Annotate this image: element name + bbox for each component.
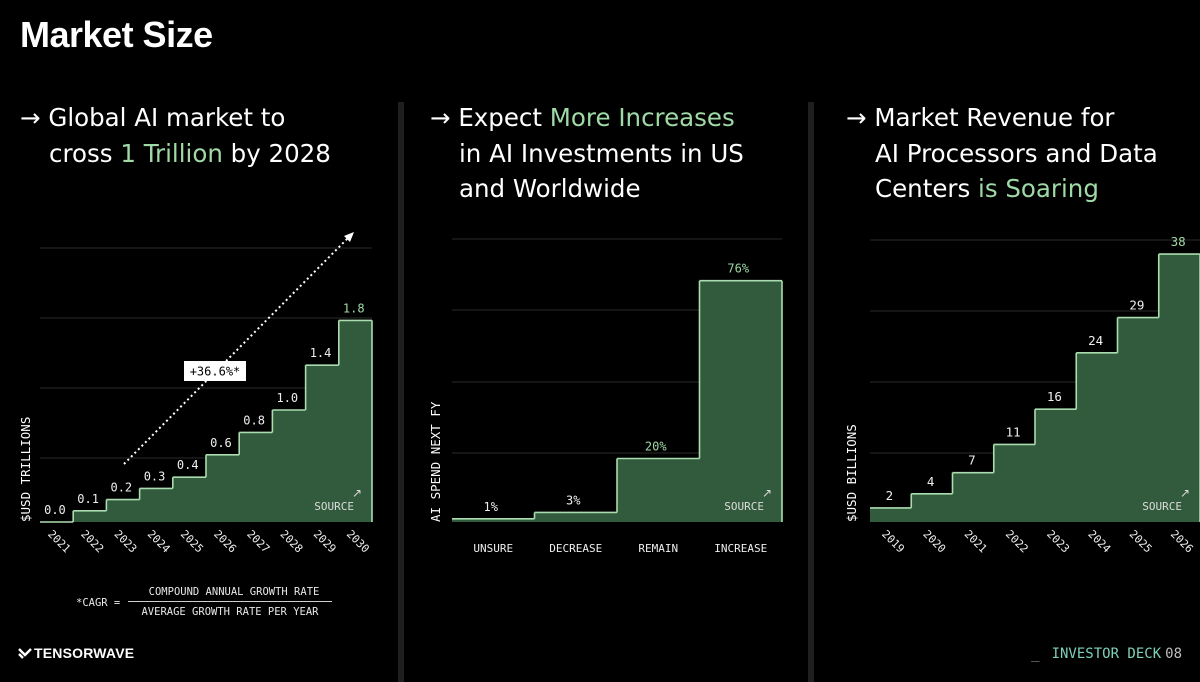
heading-text: Global AI market to	[48, 103, 286, 132]
step-bar	[1118, 318, 1159, 522]
data-label: 1%	[484, 500, 499, 514]
tensorwave-logo-icon	[18, 648, 32, 659]
cagr-trend-arrow-icon	[344, 232, 354, 242]
step-bar	[1159, 254, 1200, 522]
page-number: 08	[1165, 646, 1182, 662]
heading-text: and Worldwide	[459, 174, 641, 203]
tensorwave-logo: TENSORWAVE	[18, 645, 134, 663]
source-arrow-icon: ↗	[352, 486, 362, 500]
heading-text: by 2028	[222, 138, 331, 168]
data-label: 1.4	[310, 346, 332, 360]
x-tick-label: 2025	[1127, 528, 1155, 556]
data-label: 0.6	[210, 436, 232, 450]
source-link: SOURCE	[724, 500, 764, 513]
heading-arrow-icon: →	[20, 103, 49, 132]
y-axis-label: $USD BILLIONS	[844, 424, 859, 522]
cagr-denominator: AVERAGE GROWTH RATE PER YEAR	[141, 606, 319, 618]
data-label: 11	[1006, 424, 1021, 439]
heading-arrow-icon: →	[430, 103, 459, 132]
x-tick-label: INCREASE	[714, 542, 767, 555]
heading-highlight: 1 Trillion	[120, 138, 223, 168]
footer-underscore: _	[1031, 646, 1040, 662]
step-bar	[870, 508, 911, 522]
x-tick-label: 2023	[1044, 528, 1072, 556]
x-tick-label: DECREASE	[549, 542, 602, 555]
data-label: 2	[886, 488, 894, 503]
x-tick-label: 2026	[1168, 528, 1196, 556]
y-axis-label: $USD TRILLIONS	[18, 417, 33, 522]
area-fill	[40, 320, 372, 522]
source-arrow-icon: ↗	[762, 486, 772, 500]
data-label: 0.2	[110, 481, 132, 495]
cagr-fraction-bar	[128, 601, 332, 602]
data-label: 3%	[566, 493, 581, 507]
panel-divider	[808, 102, 814, 682]
source-link: SOURCE	[1142, 500, 1182, 513]
data-label: 24	[1088, 333, 1103, 348]
cagr-numerator: COMPOUND ANNUAL GROWTH RATE	[148, 586, 320, 598]
heading-highlight: is Soaring	[978, 174, 1099, 203]
x-tick-label: 2022	[1003, 528, 1031, 556]
heading-text: Expect	[458, 103, 550, 132]
panel-heading-1: → Global AI market to cross 1 Trillion by…	[20, 100, 331, 171]
x-tick-label: 2021	[962, 528, 990, 556]
footer-label: INVESTOR DECK	[1051, 646, 1162, 662]
step-bar	[953, 473, 994, 522]
data-label: 76%	[727, 262, 749, 276]
cagr-badge-text: +36.6%*	[190, 365, 241, 379]
data-label: 0.4	[177, 458, 199, 472]
source-link: SOURCE	[314, 500, 354, 513]
panel-heading-3: → Market Revenue for AI Processors and Da…	[846, 100, 1158, 207]
data-label: 38	[1171, 234, 1186, 249]
cagr-label: *CAGR =	[76, 597, 121, 609]
data-label: 4	[927, 474, 935, 489]
data-label: 1.8	[343, 301, 365, 315]
data-label: 29	[1129, 298, 1144, 313]
y-axis-label: AI SPEND NEXT FY	[428, 401, 443, 522]
data-label: 7	[968, 453, 976, 468]
data-label: 0.0	[44, 503, 66, 517]
data-label: 16	[1047, 389, 1062, 404]
step-bar	[994, 444, 1035, 522]
panel-heading-2: → Expect More Increases in AI Investments…	[430, 100, 744, 207]
data-label: 0.1	[77, 492, 99, 506]
footer: _ INVESTOR DECK 08	[1031, 646, 1182, 662]
heading-text: Centers	[875, 174, 979, 203]
chart-ai-spend-next-fy: 1% 3% 20% 76% UNSURE DECREASE REMAIN INCREASE AI…	[428, 238, 783, 555]
heading-highlight: More Increases	[549, 103, 735, 132]
data-label: 0.8	[243, 413, 265, 427]
x-tick-label: 2020	[920, 528, 948, 556]
step-bar	[1076, 353, 1117, 522]
page-title: Market Size	[20, 14, 213, 55]
step-bar	[911, 494, 952, 522]
cagr-badge	[184, 361, 246, 381]
cagr-footnote: *CAGR = COMPOUND ANNUAL GROWTH RATE AVER…	[76, 585, 336, 621]
data-label: 20%	[645, 440, 667, 454]
logo-text: TENSORWAVE	[34, 645, 135, 661]
heading-arrow-icon: →	[846, 103, 875, 132]
step-bar	[1035, 409, 1076, 522]
heading-text: cross	[49, 138, 121, 168]
x-tick-label: 2024	[1085, 528, 1113, 556]
source-arrow-icon: ↗	[1180, 486, 1190, 500]
data-label: 0.3	[144, 469, 166, 483]
x-tick-label: UNSURE	[473, 542, 513, 555]
cagr-trend-line	[123, 237, 349, 465]
heading-text: Market Revenue for	[874, 103, 1115, 132]
x-tick-label: 2019	[879, 528, 907, 556]
data-label: 1.0	[276, 391, 298, 405]
panel-divider	[398, 102, 404, 682]
heading-text: in AI Investments in US	[459, 138, 744, 168]
heading-text: AI Processors and Data	[875, 138, 1158, 168]
x-tick-label: REMAIN	[638, 542, 678, 555]
